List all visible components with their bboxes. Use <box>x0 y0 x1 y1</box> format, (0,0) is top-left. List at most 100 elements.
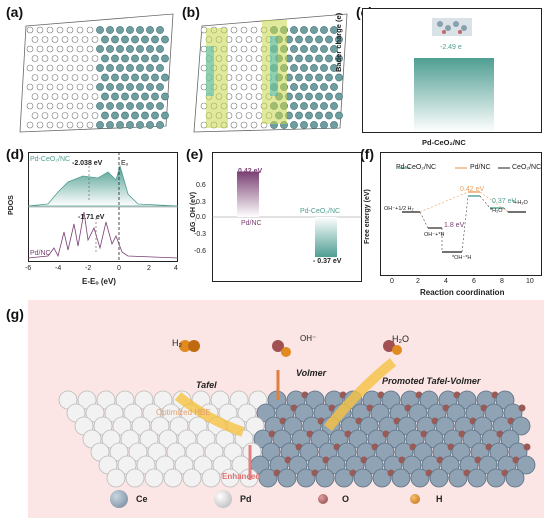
chart-d-series1-center: -2.038 eV <box>72 160 103 167</box>
atom <box>81 112 89 119</box>
ce-atom <box>334 468 354 488</box>
atom <box>111 111 119 120</box>
atom <box>255 55 263 62</box>
chart-e-bar1-value: 0.42 eV <box>238 168 263 175</box>
atom <box>146 45 154 53</box>
atom <box>240 64 248 72</box>
atom <box>46 64 54 72</box>
chart-d-fermi-label: Eₒ <box>121 160 129 167</box>
atom <box>156 121 164 129</box>
atom <box>101 111 109 120</box>
chart-e <box>212 171 362 258</box>
atom <box>71 74 79 81</box>
atom <box>161 111 169 120</box>
atom <box>136 102 144 110</box>
structure-image-a <box>19 13 174 133</box>
pd-atom <box>106 468 126 488</box>
atom <box>116 45 124 53</box>
ce-atom <box>258 468 278 488</box>
chart-f-xtick: 10 <box>526 278 534 285</box>
atom <box>96 83 104 91</box>
atom <box>240 121 248 129</box>
atom <box>295 35 303 44</box>
atom <box>26 45 34 53</box>
chart-d-xtick: -6 <box>25 265 32 272</box>
chart-c-value-label: -2.49 e <box>440 44 462 51</box>
atom <box>335 92 343 101</box>
atom <box>81 55 89 62</box>
schematic-oh-label: OH⁻ <box>300 334 317 343</box>
atom <box>330 102 338 110</box>
atom <box>96 45 104 53</box>
atom <box>51 112 59 119</box>
atom <box>61 74 69 81</box>
chart-f-legend-2: Pd/NC <box>470 164 491 171</box>
ce-atom <box>505 468 525 488</box>
chart-f-legend-1: Pd-CeO₂/NC <box>396 164 437 171</box>
schematic-g-drawing <box>58 340 536 488</box>
atom <box>151 35 159 44</box>
atom <box>111 73 119 82</box>
atom <box>290 64 298 72</box>
atom <box>245 93 253 100</box>
atom <box>290 102 298 110</box>
atom <box>61 55 69 62</box>
chart-e-ytick: 0.0 <box>196 214 206 221</box>
chart-f-ann-3: *OH⁻*H <box>452 255 472 261</box>
atom <box>41 74 49 81</box>
atom <box>305 73 313 82</box>
arrow-tafel <box>174 392 245 437</box>
chart-f-xtick: 4 <box>444 278 448 285</box>
atom <box>335 73 343 82</box>
panel-label-g: (g) <box>6 306 24 322</box>
atom <box>31 93 39 100</box>
atom <box>76 83 84 91</box>
chart-e-ytick: -0.3 <box>194 231 207 238</box>
atom <box>151 54 159 63</box>
atom <box>156 102 164 110</box>
panel-label-b: (b) <box>182 4 200 20</box>
o-atom <box>523 443 531 451</box>
atom <box>51 93 59 100</box>
o-atom <box>518 404 526 412</box>
atom <box>121 54 129 63</box>
schematic-promoted-label: Promoted Tafel-Volmer <box>382 376 481 386</box>
atom <box>66 121 74 129</box>
chart-f-xticks: 0 2 4 6 8 10 <box>384 278 544 287</box>
panel-label-d: (d) <box>6 146 24 162</box>
atom <box>250 121 258 129</box>
chart-f-xtick: 2 <box>416 278 420 285</box>
atom <box>26 121 34 129</box>
atom <box>66 26 74 34</box>
ce-atom <box>511 416 531 436</box>
atom <box>91 55 99 62</box>
atom <box>96 121 104 129</box>
atom <box>320 83 328 91</box>
atom <box>106 83 114 91</box>
atom <box>146 26 154 34</box>
ce-atom-icon <box>110 490 128 508</box>
atom <box>156 83 164 91</box>
ce-atom <box>315 468 335 488</box>
atom <box>255 93 263 100</box>
atom <box>330 64 338 72</box>
atom <box>245 55 253 62</box>
chart-e-bar2-name: Pd-CeO₂/NC <box>300 208 341 215</box>
atom <box>126 26 134 34</box>
atom <box>36 121 44 129</box>
atom <box>250 83 258 91</box>
atom <box>295 73 303 82</box>
atom <box>111 54 119 63</box>
legend-h-label: H <box>436 494 443 504</box>
atom <box>141 92 149 101</box>
atom <box>86 102 94 110</box>
atom <box>101 73 109 82</box>
chart-f <box>398 167 526 253</box>
atom <box>51 36 59 43</box>
atom <box>46 83 54 91</box>
atom <box>96 26 104 34</box>
atom <box>295 92 303 101</box>
atom <box>320 45 328 53</box>
panel-label-f: (f) <box>360 146 374 162</box>
bar-c-pd-ceo2 <box>414 58 494 132</box>
